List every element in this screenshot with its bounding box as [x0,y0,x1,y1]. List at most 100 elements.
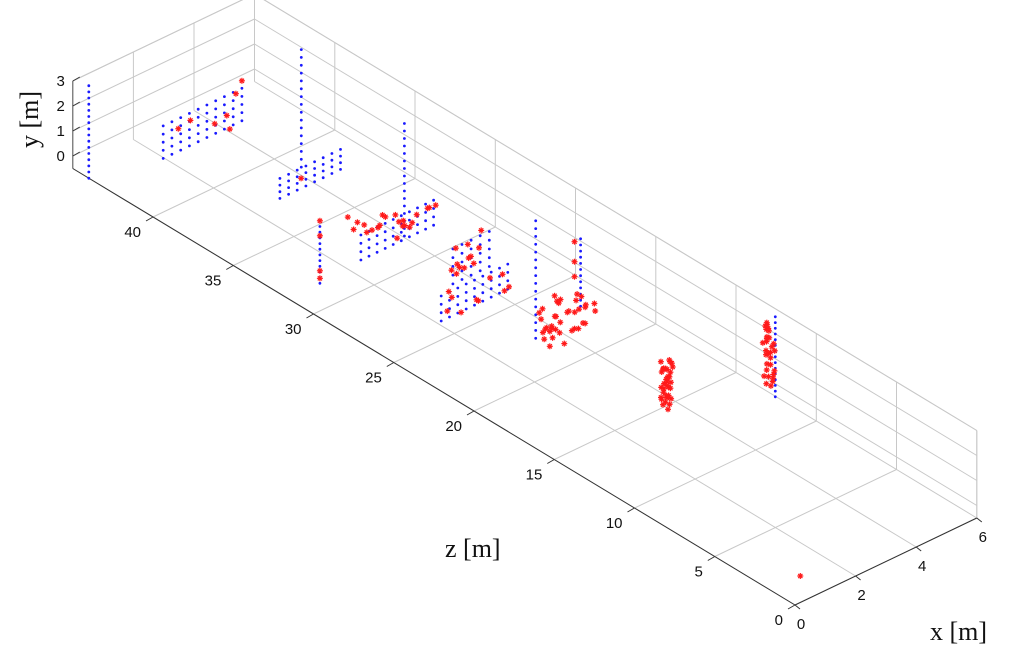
blue-point [481,283,485,286]
z-tick-mark [547,459,555,464]
red-star-point [187,117,194,124]
z-tick-mark [466,410,475,416]
floor-grid-line [313,226,496,315]
blue-point [534,274,538,277]
red-star-point [556,329,563,336]
star-stroke [456,264,463,270]
red-star-point [557,319,564,326]
blue-point [773,338,777,342]
star-stroke [763,352,769,358]
blue-point [87,158,91,162]
star-stroke [667,401,673,407]
blue-point [534,313,538,317]
blue-point [469,238,473,242]
wall-grid-line [72,18,255,107]
blue-point [403,204,406,208]
blue-point [456,286,460,290]
blue-point [87,133,91,137]
blue-point [432,215,435,219]
y-tick-mark [72,101,81,107]
blue-point [506,279,510,283]
blue-point [408,235,411,239]
star-stroke [557,330,563,336]
star-stroke [667,385,673,391]
red-star-point [576,306,582,313]
blue-point [188,136,191,140]
star-stroke [591,300,597,307]
blue-point [295,175,299,179]
red-star-point [551,313,558,320]
blue-point [478,251,482,255]
red-star-point [667,379,674,386]
star-stroke [572,326,578,332]
red-star-point [542,325,549,332]
star-stroke [317,218,323,224]
red-star-point [467,253,474,260]
blue-point [579,237,582,241]
blue-point [773,389,777,393]
blue-point [299,118,303,122]
blue-point [339,161,342,165]
star-stroke [382,214,388,220]
blue-point [489,287,493,291]
blue-point [403,122,406,125]
star-stroke [766,328,772,334]
star-stroke [566,308,572,314]
blue-point [469,265,473,268]
star-stroke [414,212,420,218]
red-star-point [409,219,416,226]
z-axis-line [72,168,796,606]
red-star-point [551,292,558,299]
z-axis-label: z [m] [445,534,501,563]
blue-point [318,242,322,246]
red-star-point [575,325,582,332]
star-stroke [662,399,669,405]
blue-point [313,173,316,177]
z-tick-label: 40 [124,224,141,241]
red-star-point [536,309,543,316]
blue-point [383,230,387,234]
blue-point [287,186,290,190]
red-star-point [454,261,461,268]
blue-point [278,190,282,194]
blue-point [506,271,510,274]
star-stroke [578,293,584,300]
red-star-point [797,573,804,579]
blue-point [205,111,209,115]
blue-point [318,281,322,285]
star-stroke [298,175,304,181]
blue-point [318,264,322,268]
star-stroke [541,336,547,342]
x-tick-label: 4 [918,558,926,575]
blue-point [339,148,342,151]
blue-point [473,278,476,282]
y-tick-mark [72,151,81,157]
red-star-point [541,336,548,343]
star-stroke [317,268,323,274]
blue-point [287,172,290,176]
star-stroke [501,288,508,294]
z-tick-mark [226,265,234,270]
red-star-point [487,274,493,281]
blue-point [87,84,91,88]
blue-point [87,121,91,125]
blue-point [161,157,165,160]
blue-point [773,384,777,387]
blue-point [416,223,419,227]
blue-point [188,144,191,148]
x-tick-mark [976,517,983,523]
star-stroke [317,275,323,281]
z-tick-label: 15 [526,467,543,484]
blue-point [534,227,538,231]
blue-point [330,158,334,162]
y-axis-label: y [m] [15,91,44,148]
red-star-point [316,232,323,239]
star-stroke [444,308,450,314]
blue-point [170,128,174,132]
red-star-point [662,399,669,406]
blue-point [299,157,303,161]
star-stroke [175,126,181,132]
star-stroke [400,223,406,229]
star-stroke [571,239,578,245]
